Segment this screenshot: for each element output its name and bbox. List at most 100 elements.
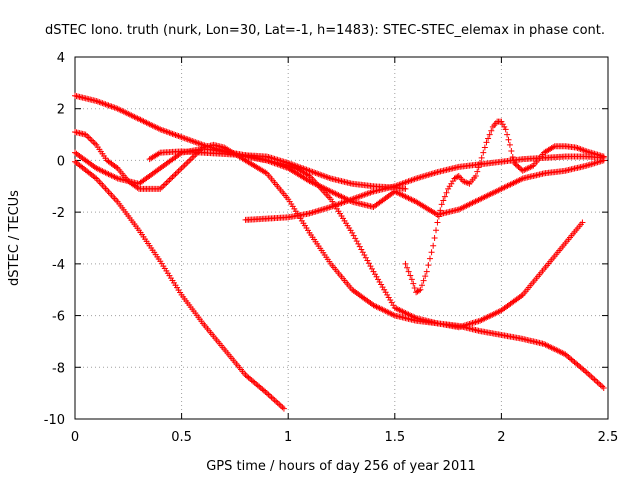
data-point	[423, 268, 430, 275]
data-point	[359, 249, 366, 256]
plot-frame	[74, 56, 609, 420]
y-tick-label: 4	[57, 51, 65, 66]
x-tick-labels: 0 0.5 1 1.5 2 2.5	[71, 430, 618, 445]
x-tick-label: 0	[71, 430, 79, 445]
data-point	[486, 131, 493, 138]
data-point	[501, 123, 508, 130]
x-tick-label: 0.5	[171, 430, 192, 445]
data-point	[415, 287, 422, 294]
data-point	[280, 405, 287, 412]
data-point	[600, 153, 607, 160]
data-point	[600, 384, 607, 391]
data-point	[422, 273, 429, 280]
data-point	[477, 160, 484, 167]
data-point	[361, 251, 368, 258]
data-point	[160, 182, 167, 189]
y-tick-label: -8	[52, 361, 65, 376]
data-point	[483, 139, 490, 146]
data-point	[420, 277, 427, 284]
data-point	[184, 159, 191, 166]
data-point	[170, 172, 177, 179]
y-tick-labels: -10 -8 -6 -4 -2 0 2 4	[44, 51, 65, 428]
data-point	[597, 382, 604, 389]
data-point	[169, 174, 176, 181]
x-tick-label: 1	[284, 430, 292, 445]
chart-title: dSTEC Iono. truth (nurk, Lon=30, Lat=-1,…	[45, 23, 605, 38]
data-point	[167, 175, 174, 182]
data-point	[353, 238, 360, 245]
data-point	[276, 401, 283, 408]
data-point	[472, 172, 479, 179]
data-point	[362, 254, 369, 261]
data-point	[271, 397, 278, 404]
data-point	[180, 163, 187, 170]
data-point	[502, 126, 509, 133]
data-point	[433, 227, 440, 234]
data-point	[499, 121, 506, 128]
data-point	[438, 201, 445, 208]
data-point	[364, 257, 371, 264]
data-point	[186, 157, 193, 164]
data-point	[355, 240, 362, 247]
axis-ticks	[74, 56, 609, 420]
data-point	[265, 391, 272, 398]
data-point	[268, 394, 275, 401]
data-point	[277, 402, 284, 409]
data-point	[356, 243, 363, 250]
data-point	[588, 373, 595, 380]
data-point	[516, 165, 523, 172]
data-point	[585, 370, 592, 377]
data-point	[402, 260, 409, 267]
data-point	[88, 137, 95, 144]
data-point	[91, 140, 98, 147]
data-point	[431, 235, 438, 241]
data-point	[352, 235, 359, 242]
data-point	[428, 249, 435, 256]
y-tick-label: -6	[52, 310, 65, 325]
data-point	[161, 181, 168, 188]
x-tick-label: 2.5	[598, 430, 619, 445]
data-point	[508, 147, 515, 154]
data-point	[481, 144, 488, 151]
data-point	[463, 179, 470, 186]
y-tick-label: -4	[52, 258, 65, 273]
data-point	[440, 197, 447, 204]
data-point	[430, 242, 437, 249]
data-point	[475, 164, 482, 171]
data-point	[164, 178, 171, 185]
data-point	[181, 162, 188, 169]
data-point	[187, 156, 194, 163]
data-point	[174, 169, 181, 176]
data-point	[87, 136, 94, 143]
x-axis-label: GPS time / hours of day 256 of year 2011	[206, 459, 476, 474]
data-point	[189, 154, 196, 161]
data-point	[592, 377, 599, 384]
data-point	[579, 219, 586, 226]
data-point	[505, 136, 512, 143]
data-point	[368, 265, 375, 272]
data-point	[270, 395, 277, 402]
data-point	[478, 154, 485, 161]
data-point	[404, 264, 411, 271]
data-point	[589, 375, 596, 382]
data-point	[158, 184, 165, 191]
data-point	[480, 149, 487, 156]
data-point	[172, 171, 179, 178]
data-point	[435, 213, 442, 220]
data-point	[177, 166, 184, 173]
data-point	[402, 185, 409, 192]
data-point	[350, 232, 357, 239]
series-3	[72, 128, 586, 331]
y-tick-label: -2	[52, 206, 65, 221]
data-point	[358, 246, 365, 253]
data-point	[474, 168, 481, 175]
data-point	[515, 163, 522, 170]
data-point	[454, 173, 461, 180]
data-point	[417, 286, 424, 293]
data-point	[426, 255, 433, 262]
data-point	[178, 165, 185, 172]
data-point	[163, 179, 170, 186]
data-point	[274, 400, 281, 407]
series-1	[72, 158, 287, 412]
